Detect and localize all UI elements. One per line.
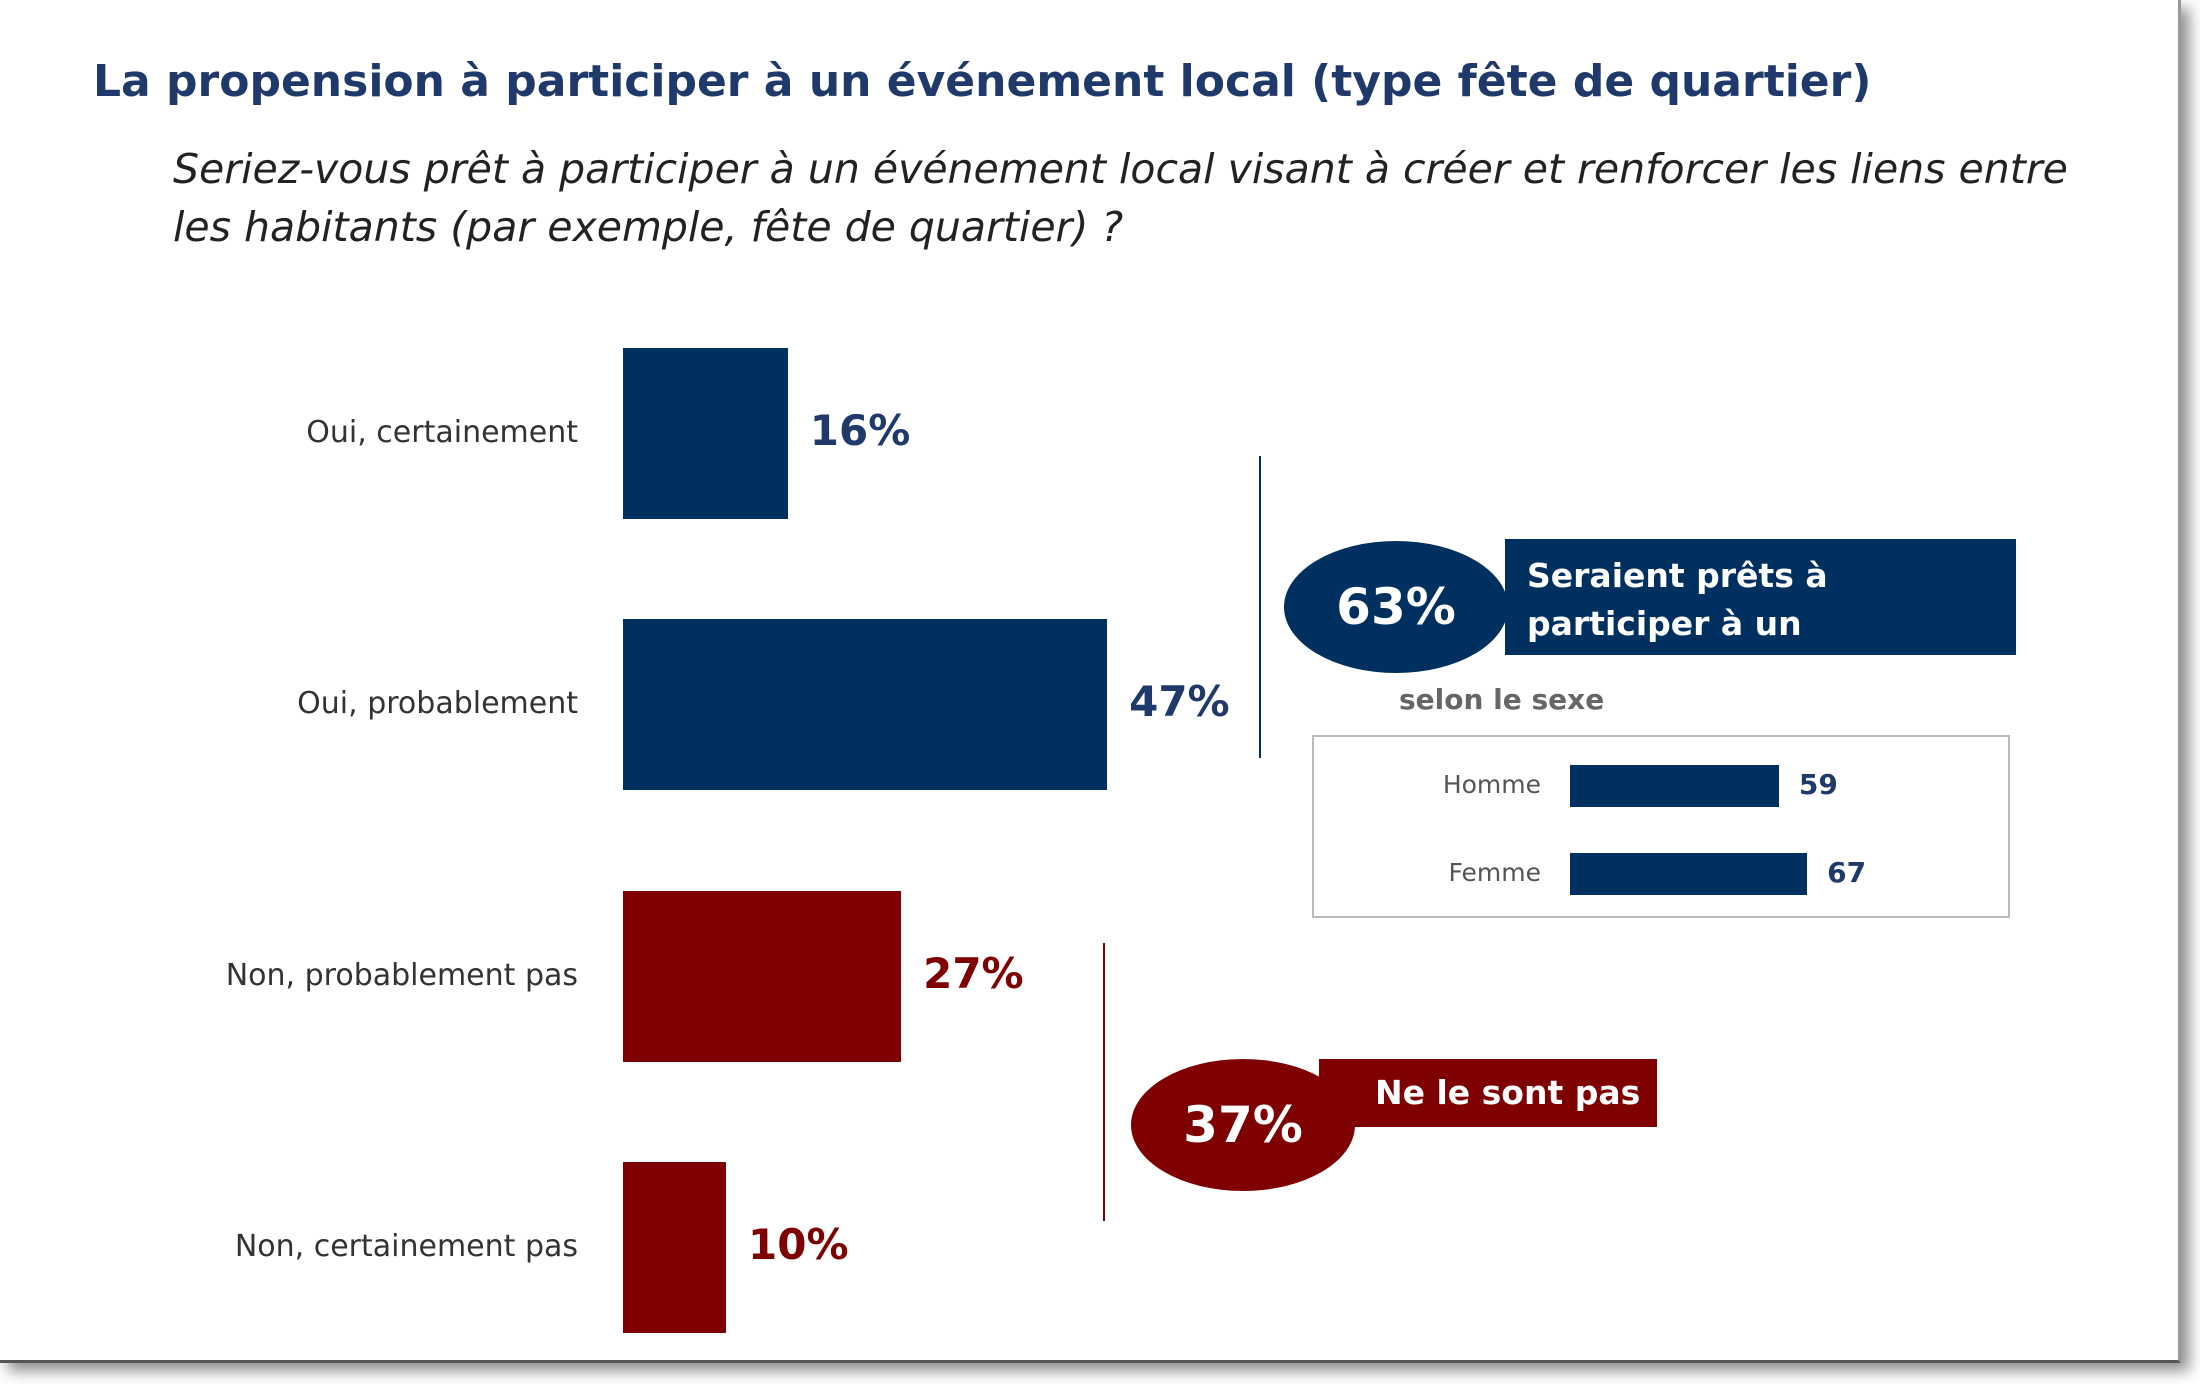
breakdown-value-label: 67: [1827, 856, 1867, 889]
bar: [623, 348, 788, 519]
breakdown-category-label: Femme: [1448, 858, 1541, 887]
no-summary-bubble: 37%: [1131, 1059, 1355, 1191]
breakdown-value-label: 59: [1798, 768, 1838, 801]
no-summary-value: 37%: [1183, 1096, 1303, 1154]
bar-value-label: 27%: [923, 948, 1024, 998]
yes-summary-box: Seraient prêts à participer à un évèneme…: [1505, 539, 2016, 691]
bar-value-label: 16%: [809, 405, 911, 455]
bar: [623, 1162, 726, 1333]
no-summary-box: Ne le sont pas: [1319, 1059, 1657, 1127]
chart-subtitle: Seriez-vous prêt à participer à un événe…: [173, 145, 2068, 251]
bar: [623, 891, 902, 1062]
breakdown-bar: [1570, 853, 1808, 895]
bar: [623, 619, 1108, 790]
breakdown-title: selon le sexe: [1399, 683, 1605, 716]
yes-summary-text: Seraient prêts à participer à un évèneme…: [1527, 556, 1834, 691]
yes-bracket-line: [1259, 456, 1261, 758]
category-label: Non, probablement pas: [225, 957, 578, 993]
yes-summary-bubble: 63%: [1284, 541, 1508, 673]
no-summary-text: Ne le sont pas: [1375, 1073, 1641, 1112]
breakdown-bar: [1570, 765, 1779, 807]
slide: La propension à participer à un événemen…: [0, 0, 2181, 1363]
no-bracket-line: [1103, 943, 1105, 1221]
category-label: Oui, certainement: [306, 414, 578, 450]
category-label: Oui, probablement: [297, 685, 578, 721]
chart-title: La propension à participer à un événemen…: [93, 56, 1872, 107]
category-label: Non, certainement pas: [234, 1228, 578, 1264]
yes-summary-value: 63%: [1336, 578, 1456, 636]
bar-value-label: 10%: [748, 1219, 849, 1269]
bar-value-label: 47%: [1129, 676, 1230, 726]
breakdown-box: [1312, 735, 2010, 918]
breakdown-category-label: Homme: [1442, 770, 1541, 799]
